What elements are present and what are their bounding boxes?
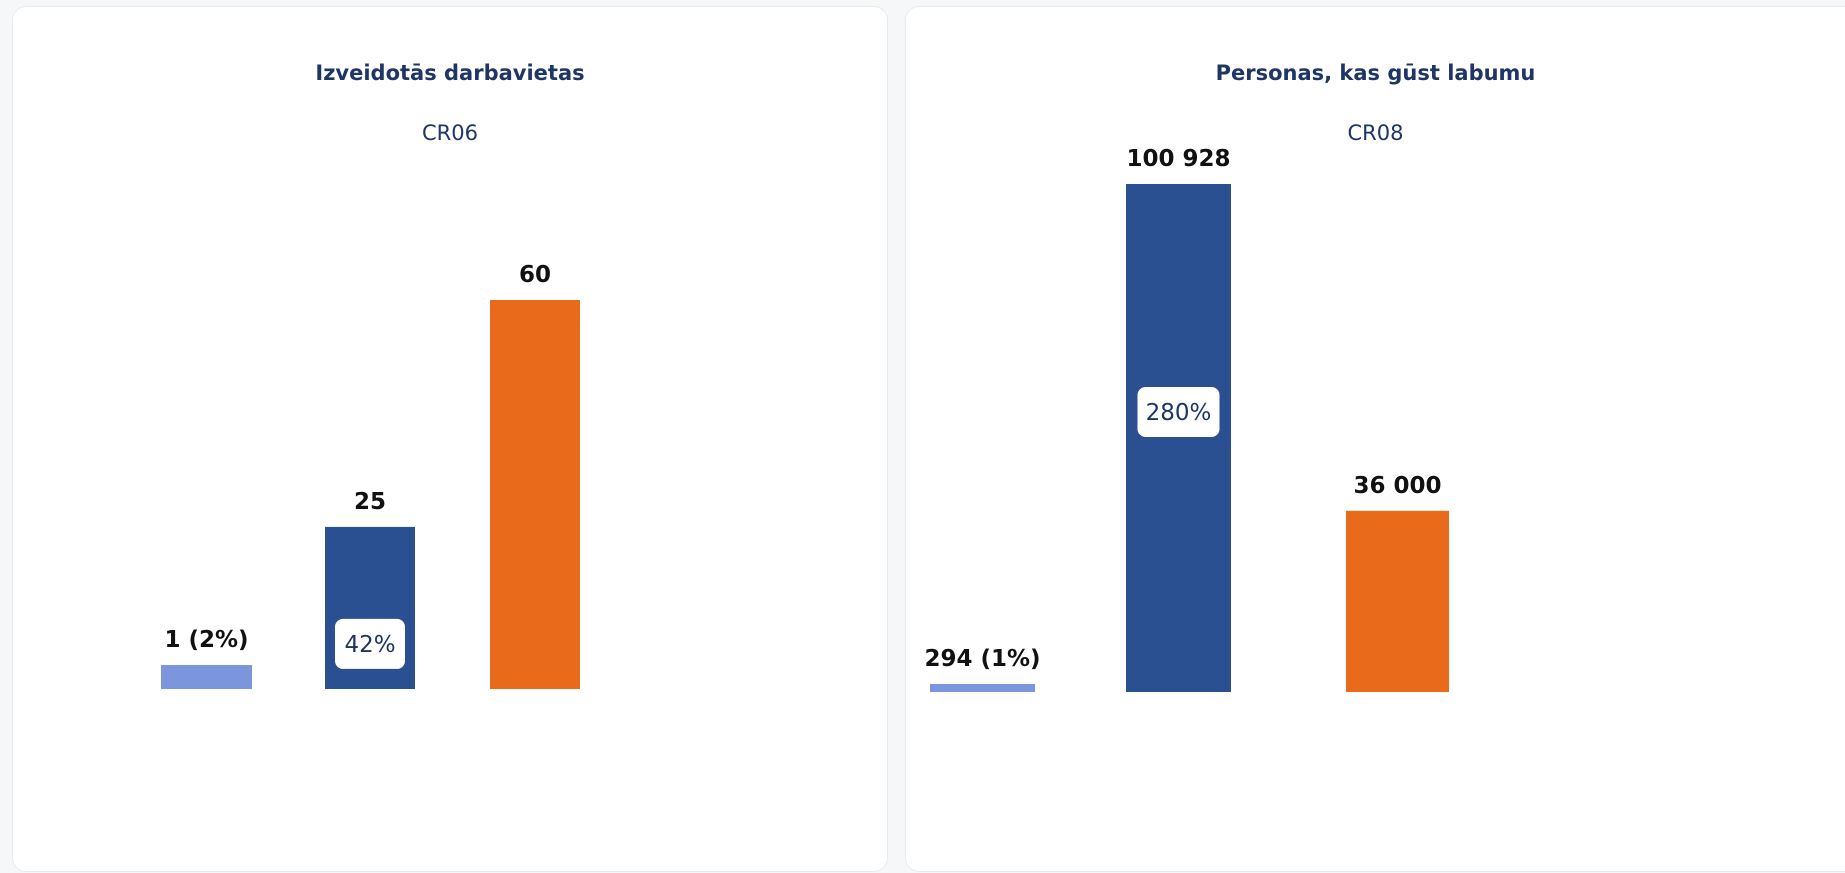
bar-value-label: 1 (2%) — [164, 627, 248, 653]
chart-subtitle: CR08 — [1347, 121, 1404, 145]
chart-card-beneficiaries: Personas, kas gūst labumu CR08 294 (1%) 1… — [905, 6, 1845, 872]
percent-badge: 280% — [1137, 387, 1220, 437]
bar — [1126, 184, 1231, 692]
percent-badge: 42% — [335, 618, 405, 669]
chart-title: Personas, kas gūst labumu — [1215, 61, 1536, 85]
bar-value-label: 100 928 — [1126, 146, 1230, 172]
bar — [490, 300, 580, 689]
bar-value-label: 60 — [519, 262, 551, 288]
bar-value-label: 294 (1%) — [924, 646, 1040, 672]
bar-value-label: 25 — [354, 489, 386, 515]
bar — [1346, 510, 1449, 692]
percent-badge-text: 42% — [344, 632, 395, 658]
chart-card-jobs: Izveidotās darbavietas CR06 1 (2%) 25 42% 6… — [12, 6, 888, 872]
bar — [161, 665, 252, 689]
percent-badge-box — [335, 618, 405, 669]
bar-chart-jobs: 1 (2%) 25 42% 60 — [161, 262, 580, 689]
chart-title: Izveidotās darbavietas — [315, 61, 585, 85]
bar-value-label: 36 000 — [1353, 473, 1441, 499]
percent-badge-box — [1137, 387, 1220, 437]
chart-subtitle: CR06 — [422, 121, 478, 145]
bar — [930, 684, 1035, 692]
percent-badge-text: 280% — [1146, 400, 1212, 426]
bar-chart-beneficiaries: 294 (1%) 100 928 280% 36 000 — [924, 146, 1449, 692]
